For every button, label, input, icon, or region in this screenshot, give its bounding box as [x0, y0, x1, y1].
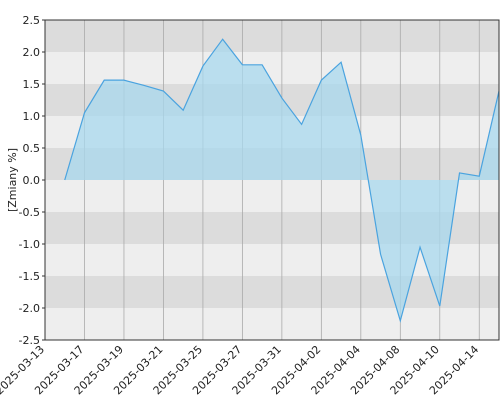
y-tick-label: -2.5: [19, 334, 40, 347]
grid-band: [45, 276, 499, 308]
plot-frame: [44, 19, 500, 341]
y-tick-label: -1.0: [19, 238, 40, 251]
y-tick-label: -0.5: [19, 206, 40, 219]
y-tick-label: 0.0: [23, 174, 41, 187]
y-tick-label: 1.0: [23, 110, 41, 123]
grid-band: [45, 308, 499, 340]
area: [64, 39, 499, 321]
y-tick-label: 1.5: [23, 78, 41, 91]
y-tick-label: 2.0: [23, 46, 41, 59]
line: [64, 38, 500, 324]
y-tick-label: 0.5: [23, 142, 41, 155]
y-tick-label: -2.0: [19, 302, 40, 315]
y-axis-label: [Zmiany %]: [6, 148, 19, 212]
grid-band: [45, 20, 499, 52]
grid-band: [45, 52, 499, 84]
y-tick-label: 2.5: [23, 14, 41, 27]
y-tick-label: -1.5: [19, 270, 40, 283]
